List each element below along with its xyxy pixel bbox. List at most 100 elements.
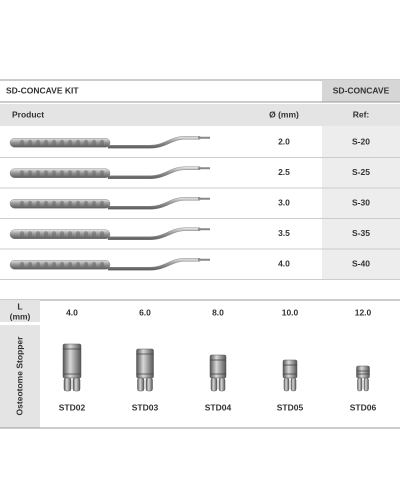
instrument — [9, 227, 210, 240]
shaft — [107, 258, 201, 271]
grip — [28, 170, 32, 177]
column-header: Product — [12, 109, 44, 119]
prong — [210, 377, 218, 392]
grip — [36, 170, 40, 177]
stopper-ref: STD03 — [132, 402, 159, 412]
prong — [363, 377, 369, 392]
grip — [60, 170, 64, 177]
grip — [100, 170, 104, 177]
grip — [76, 170, 80, 177]
ref: S-25 — [352, 167, 370, 177]
tip — [198, 167, 210, 170]
grip — [92, 231, 96, 238]
prong — [357, 377, 363, 392]
grip — [68, 200, 72, 207]
ref: S-35 — [352, 228, 370, 238]
diameter: 3.5 — [278, 228, 290, 238]
diameter: 2.5 — [278, 167, 290, 177]
grip — [36, 139, 40, 146]
grip — [20, 261, 24, 268]
length-header-cell — [0, 300, 40, 322]
grip — [100, 200, 104, 207]
stopper-ref: STD02 — [59, 402, 86, 412]
grip — [68, 170, 72, 177]
grip — [84, 231, 88, 238]
grip — [92, 139, 96, 146]
ref: S-20 — [352, 137, 370, 147]
grip — [76, 139, 80, 146]
diameter: 4.0 — [278, 259, 290, 269]
stopper-body — [209, 354, 227, 379]
length: 10.0 — [282, 307, 299, 317]
length-header: (mm) — [10, 311, 31, 321]
grip — [84, 261, 88, 268]
length: 8.0 — [212, 307, 224, 317]
grip — [52, 231, 56, 238]
shaft — [107, 136, 201, 149]
stopper-ref: STD05 — [277, 402, 304, 412]
grip — [28, 231, 32, 238]
shaft — [107, 197, 201, 210]
length: 6.0 — [139, 307, 151, 317]
kit-title: SD-CONCAVE KIT — [6, 85, 79, 95]
diameter: 3.0 — [278, 198, 290, 208]
length: 4.0 — [66, 307, 78, 317]
grip — [100, 139, 104, 146]
grip — [44, 139, 48, 146]
grip — [100, 261, 104, 268]
shaft — [107, 227, 201, 240]
grip — [36, 261, 40, 268]
stopper-ref: STD04 — [205, 402, 232, 412]
subheader-row — [0, 104, 400, 126]
length-header: L — [17, 301, 22, 311]
stopper-ref: STD06 — [350, 402, 377, 412]
grip — [60, 200, 64, 207]
length: 12.0 — [355, 307, 372, 317]
prong — [218, 377, 226, 392]
column-header: Ref: — [353, 109, 370, 119]
prong — [63, 377, 72, 392]
prong — [283, 377, 290, 392]
prong — [137, 377, 145, 392]
kit-code: SD-CONCAVE — [333, 85, 390, 95]
stopper-body — [282, 359, 298, 379]
grip — [20, 200, 24, 207]
column-header: Ø (mm) — [269, 109, 299, 119]
side-label: Osteotome Stopper — [14, 336, 24, 416]
grip — [60, 139, 64, 146]
code-cell — [322, 80, 400, 102]
tip — [198, 258, 210, 261]
grip — [52, 261, 56, 268]
grip — [100, 231, 104, 238]
grip — [52, 139, 56, 146]
grip — [20, 139, 24, 146]
grip — [44, 231, 48, 238]
prong — [145, 377, 153, 392]
tip — [198, 136, 210, 139]
grip — [44, 200, 48, 207]
tip — [198, 197, 210, 200]
prong — [72, 377, 81, 392]
instrument — [9, 136, 210, 149]
grip — [44, 170, 48, 177]
side-label-cell — [0, 325, 40, 428]
grip — [36, 231, 40, 238]
grip — [20, 170, 24, 177]
grip — [76, 231, 80, 238]
grip — [92, 200, 96, 207]
grip — [52, 200, 56, 207]
grip — [60, 231, 64, 238]
ref: S-30 — [352, 198, 370, 208]
instrument — [9, 166, 210, 179]
grip — [28, 261, 32, 268]
grip — [68, 261, 72, 268]
grip — [76, 261, 80, 268]
grip — [68, 139, 72, 146]
grip — [28, 139, 32, 146]
diameter: 2.0 — [278, 137, 290, 147]
grip — [20, 231, 24, 238]
grip — [76, 200, 80, 207]
grip — [92, 261, 96, 268]
grip — [44, 261, 48, 268]
